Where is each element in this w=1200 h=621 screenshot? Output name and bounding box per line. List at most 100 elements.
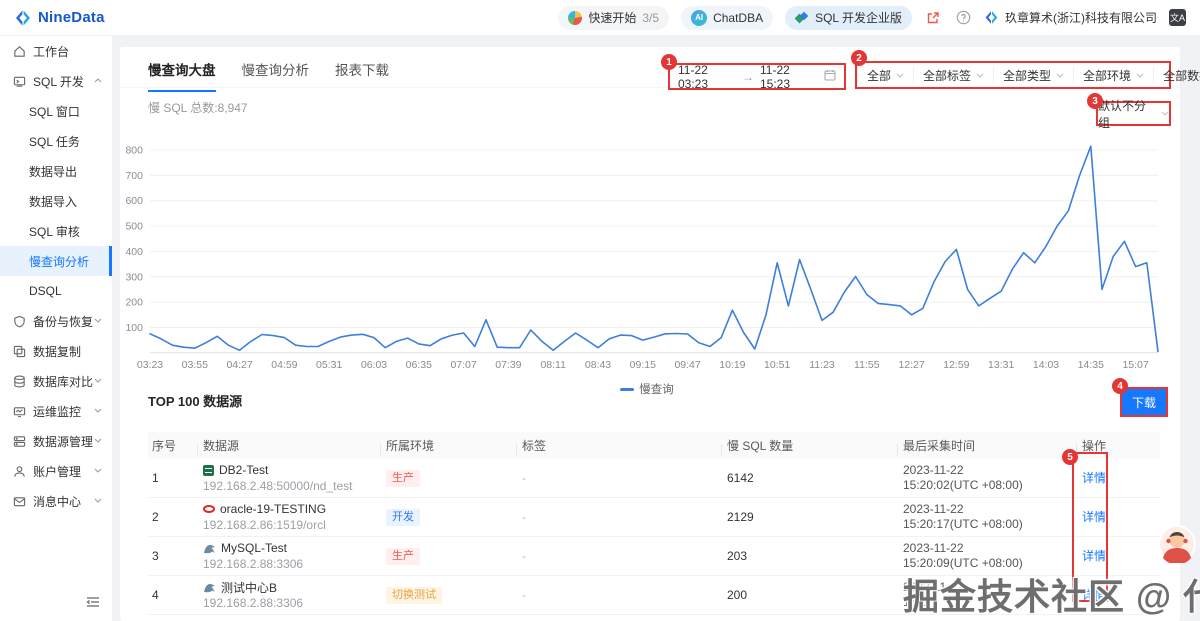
column-header-1: 数据源 xyxy=(197,437,382,457)
sidebar-item-sql-review[interactable]: SQL 审核 xyxy=(29,224,80,239)
datasource-cell[interactable]: DB2-Test 192.168.2.48:50000/nd_test xyxy=(199,459,382,497)
edition-label: SQL 开发企业版 xyxy=(815,11,902,25)
svg-text:09:47: 09:47 xyxy=(674,359,700,371)
datasource-name: 测试中心B xyxy=(221,580,278,595)
annotation-box-5: 5 xyxy=(1062,449,1108,602)
sidebar-item-dsql[interactable]: DSQL xyxy=(29,284,62,298)
sidebar-item-data-import[interactable]: 数据导入 xyxy=(29,194,78,209)
tab-report-download[interactable]: 报表下载 xyxy=(335,63,389,78)
share-icon[interactable] xyxy=(924,9,942,27)
sidebar-collapse-icon[interactable] xyxy=(86,596,100,611)
calendar-icon xyxy=(824,69,836,84)
edition-badge[interactable]: SQL 开发企业版 xyxy=(785,5,912,30)
svg-text:07:07: 07:07 xyxy=(450,359,476,371)
datasource-address: 192.168.2.88:3306 xyxy=(203,557,304,571)
tab-slow-query-dashboard[interactable]: 慢查询大盘 xyxy=(148,59,216,92)
sidebar-item-label: SQL 开发 xyxy=(33,74,84,89)
collect-time: 2023-11-22 15:1 xyxy=(903,580,964,609)
table-header: 序号 数据源 所属环境 标签慢 SQL 数量 最后采集时间 操作 xyxy=(148,432,1160,459)
top100-title: TOP 100 数据源 xyxy=(148,394,243,409)
column-header-2: 所属环境 xyxy=(380,437,518,457)
detail-link[interactable]: 详情 xyxy=(1082,588,1107,602)
sidebar-item-sql-task[interactable]: SQL 任务 xyxy=(29,134,80,149)
filter-dropdown-group: 2 全部全部标签全部类型全部环境全部数据源 xyxy=(851,50,1200,89)
shield-icon xyxy=(14,315,25,327)
table-row: 1 DB2-Test 192.168.2.48:50000/nd_test 生产 - 61… xyxy=(148,459,1160,498)
svg-text:06:35: 06:35 xyxy=(406,359,432,371)
svg-text:400: 400 xyxy=(125,246,143,258)
message-icon xyxy=(13,496,26,506)
quick-start-label: 快速开始 xyxy=(588,11,637,25)
filter-dropdown-4[interactable]: 全部数据源 xyxy=(1153,67,1200,83)
language-icon[interactable]: 文A xyxy=(1169,9,1186,26)
collect-time: 2023-11-22 xyxy=(899,615,1078,621)
sidebar-item-ops-monitor[interactable]: 运维监控 xyxy=(0,396,112,426)
sidebar-item-sql-window[interactable]: SQL 窗口 xyxy=(29,104,80,119)
svg-text:03:23: 03:23 xyxy=(137,359,163,371)
column-header-4: 慢 SQL 数量 xyxy=(721,437,899,457)
annotation-badge-4: 4 xyxy=(1112,378,1128,394)
help-icon[interactable] xyxy=(954,9,972,27)
datasource-icon xyxy=(13,435,26,447)
row-index: 3 xyxy=(152,549,159,563)
datasource-name: DB2-Test xyxy=(219,463,269,477)
svg-text:300: 300 xyxy=(125,271,143,283)
detail-link[interactable]: 详情 xyxy=(1082,510,1107,524)
sidebar-item-sql-dev[interactable]: SQL 开发 xyxy=(0,66,112,96)
svg-text:10:51: 10:51 xyxy=(764,359,790,371)
row-index: 5 xyxy=(148,615,199,621)
chart-legend[interactable]: 慢查询 xyxy=(122,381,1172,397)
filter-dropdown-3[interactable]: 全部环境 xyxy=(1073,67,1153,83)
header-right: 快速开始 3/5 AI ChatDBA SQL 开发企业版 xyxy=(558,5,1186,30)
env-tag: 生产 xyxy=(386,547,420,565)
filter-dropdown-0[interactable]: 全部 xyxy=(857,67,913,83)
slow-sql-total: 慢 SQL 总数:8,947 xyxy=(148,101,248,115)
env-tag: 生产 xyxy=(386,469,420,487)
support-mascot-avatar[interactable] xyxy=(1158,525,1196,563)
sidebar-item-message-center[interactable]: 消息中心 xyxy=(0,486,112,516)
row-index: 1 xyxy=(152,471,159,485)
company-menu[interactable]: 玖章算术(浙江)科技有限公司 xyxy=(984,9,1157,26)
download-button[interactable]: 下载 xyxy=(1122,389,1166,415)
sidebar-item-data-replication[interactable]: 数据复制 xyxy=(0,336,112,366)
svg-text:08:11: 08:11 xyxy=(540,359,566,371)
chevron-down-icon xyxy=(1136,73,1144,78)
sidebar-item-account-mgmt[interactable]: 账户管理 xyxy=(0,456,112,486)
date-range-picker[interactable]: 1 11-22 03:23 → 11-22 15:23 xyxy=(661,54,846,91)
datasource-cell[interactable]: 测试中心B 192.168.2.88:3306 xyxy=(199,576,382,614)
svg-text:05:31: 05:31 xyxy=(316,359,342,371)
datasource-cell[interactable]: oracle-19-TESTING 192.168.2.86:1519/orcl xyxy=(199,498,382,536)
svg-text:09:15: 09:15 xyxy=(630,359,656,371)
sidebar-item-slow-query-analysis[interactable]: 慢查询分析 xyxy=(0,246,112,276)
tag-cell: - xyxy=(522,471,526,485)
detail-link[interactable]: 详情 xyxy=(1082,549,1107,563)
chevron-down-icon xyxy=(896,73,904,78)
sidebar-item-datasource-mgmt[interactable]: 数据源管理 xyxy=(0,426,112,456)
ninedata-logo[interactable]: NineData xyxy=(14,9,105,27)
filter-dropdown-2[interactable]: 全部类型 xyxy=(993,67,1073,83)
date-range-end: 11-22 15:23 xyxy=(760,62,791,91)
watermark: 掘金技术社区 @ 代码派 xyxy=(903,576,1200,617)
detail-link[interactable]: 详情 xyxy=(1082,471,1107,485)
chevron-down-icon xyxy=(1161,111,1169,116)
sidebar-item-data-export[interactable]: 数据导出 xyxy=(29,164,78,179)
quick-start-button[interactable]: 快速开始 3/5 xyxy=(558,5,670,30)
annotation-badge-3: 3 xyxy=(1087,93,1103,109)
column-header-3: 标签 xyxy=(516,437,723,457)
slow-query-chart: 100 200 300 400 500 600 700 800 03:23 03:55 04:27 0… xyxy=(122,138,1172,376)
svg-text:200: 200 xyxy=(125,297,143,309)
filter-dropdown-1[interactable]: 全部标签 xyxy=(913,67,993,83)
chatdba-button[interactable]: AI ChatDBA xyxy=(681,5,774,30)
company-logo-icon xyxy=(985,11,998,24)
sidebar-item-backup-restore[interactable]: 备份与恢复 xyxy=(0,306,112,336)
tab-slow-query-analysis[interactable]: 慢查询分析 xyxy=(241,63,310,78)
datasource-cell[interactable]: oracle-11-TESTING xyxy=(199,615,382,621)
svg-text:06:03: 06:03 xyxy=(361,359,387,371)
sidebar-item-db-compare[interactable]: 数据库对比 xyxy=(0,366,112,396)
group-by-select[interactable]: 3 默认不分组 xyxy=(1087,93,1171,130)
annotation-badge-1: 1 xyxy=(661,54,677,70)
quick-start-progress: 3/5 xyxy=(642,10,660,25)
datasource-cell[interactable]: MySQL-Test 192.168.2.88:3306 xyxy=(199,537,382,575)
date-range-separator: → xyxy=(742,69,754,84)
sidebar-item-workbench[interactable]: 工作台 xyxy=(0,36,112,66)
